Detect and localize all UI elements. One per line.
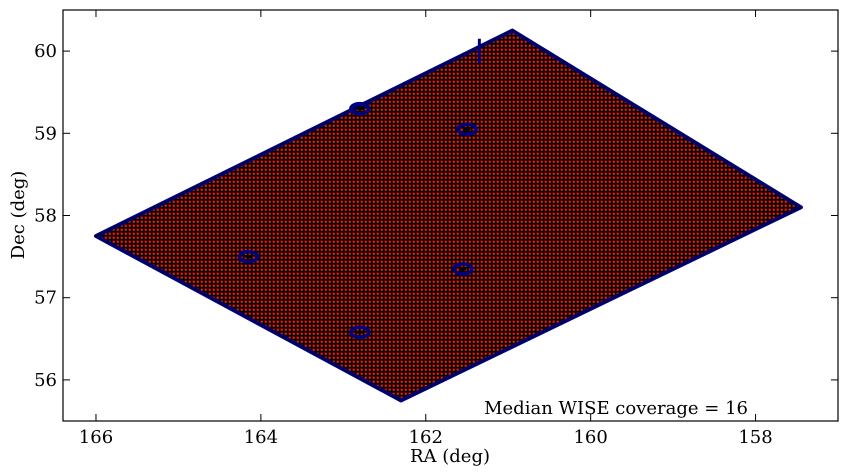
x-axis-label: RA (deg) [410,446,490,467]
x-tick-label: 164 [244,427,278,448]
normal-coverage-points [95,30,801,401]
x-tick-label: 166 [79,427,113,448]
data-points-layer [93,28,803,403]
y-axis-ticks: 56 57 58 59 60 [34,41,838,391]
low-coverage-hole-5 [349,325,371,339]
coverage-annotation: Median WISE coverage = 16 [484,398,748,419]
y-tick-label: 56 [34,370,57,391]
low-coverage-hole-core-4 [459,267,467,271]
y-axis-label: Dec (deg) [8,171,29,260]
plot-area [93,28,803,403]
y-tick-label: 57 [34,288,57,309]
y-tick-label: 60 [34,41,57,62]
low-coverage-hole-3 [237,249,260,264]
low-coverage-hole-core-3 [245,254,253,259]
low-coverage-hole-2 [456,122,478,136]
y-tick-label: 58 [34,206,57,227]
low-coverage-hole-core-5 [356,330,364,335]
x-tick-label: 162 [409,427,443,448]
x-tick-label: 158 [738,427,772,448]
y-tick-label: 59 [34,123,57,144]
low-coverage-hole-1 [349,101,371,116]
low-coverage-hole-core-2 [463,127,471,131]
low-coverage-hole-core-1 [356,106,364,111]
x-axis-ticks: 166 164 162 160 158 [79,10,773,448]
edge-point-outlines [94,29,803,402]
x-tick-label: 160 [573,427,607,448]
low-coverage-hole-4 [452,262,474,276]
